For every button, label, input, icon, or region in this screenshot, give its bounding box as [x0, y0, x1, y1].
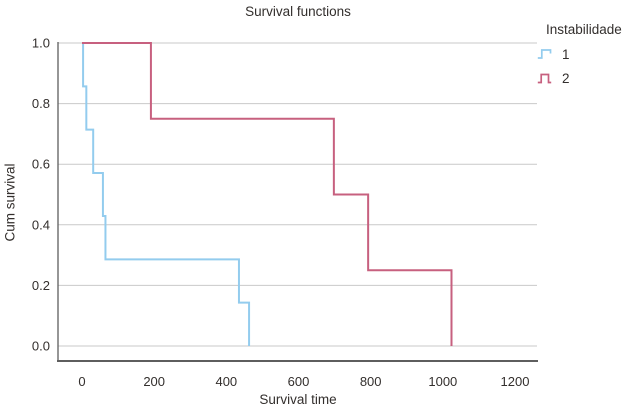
legend-step-line-icon — [537, 49, 552, 59]
x-axis-title: Survival time — [259, 392, 337, 407]
survival-curve-2 — [82, 42, 453, 346]
chart-title: Survival functions — [245, 4, 351, 19]
legend-item-label: 2 — [562, 70, 570, 86]
x-tick-label: 200 — [143, 374, 165, 389]
x-tick-label: 1000 — [428, 374, 457, 389]
x-tick-label: 400 — [215, 374, 237, 389]
y-tick-label: 0.8 — [32, 96, 50, 111]
x-tick-label: 800 — [360, 374, 382, 389]
x-tick-label: 1200 — [501, 374, 530, 389]
y-tick-label: 0.4 — [32, 217, 50, 232]
legend-item-2: 2 — [537, 70, 642, 86]
y-tick-label: 0.2 — [32, 278, 50, 293]
y-tick-label: 0.0 — [32, 339, 50, 354]
legend-step-line-icon — [537, 73, 552, 84]
survival-curve-1 — [82, 42, 251, 346]
y-tick-label: 0.6 — [32, 157, 50, 172]
x-tick-label: 600 — [288, 374, 310, 389]
y-tick-label: 1.0 — [32, 36, 50, 51]
legend-item-label: 1 — [562, 46, 570, 62]
legend-item-1: 1 — [537, 46, 642, 62]
x-tick-label: 0 — [78, 374, 85, 389]
legend-title: Instabilidade — [546, 22, 622, 37]
